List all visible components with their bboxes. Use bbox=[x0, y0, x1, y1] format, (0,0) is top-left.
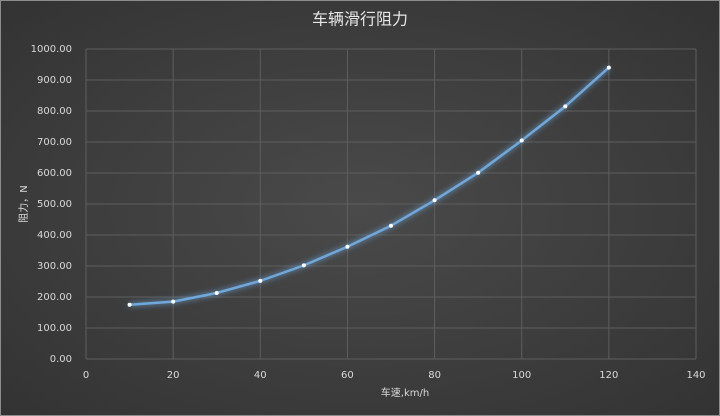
y-tick-label: 100.00 bbox=[37, 323, 72, 334]
y-tick-label: 800.00 bbox=[37, 106, 72, 117]
y-tick-label: 600.00 bbox=[37, 168, 72, 179]
x-axis-label: 车速,km/h bbox=[381, 386, 429, 399]
x-tick-label: 20 bbox=[167, 370, 180, 381]
data-point bbox=[389, 223, 393, 228]
data-point bbox=[476, 170, 481, 175]
y-tick-label: 900.00 bbox=[37, 75, 72, 86]
chart-title: 车辆滑行阻力 bbox=[312, 10, 408, 29]
data-point bbox=[258, 278, 263, 283]
x-tick-label: 100 bbox=[512, 370, 531, 381]
data-point bbox=[214, 290, 219, 295]
x-tick-label: 60 bbox=[341, 370, 354, 381]
y-tick-label: 400.00 bbox=[37, 230, 72, 241]
y-axis-label: 阻力，N bbox=[17, 185, 30, 222]
x-tick-label: 40 bbox=[254, 370, 267, 381]
x-tick-label: 80 bbox=[428, 370, 441, 381]
data-point bbox=[345, 244, 350, 249]
y-tick-label: 1000.00 bbox=[31, 44, 72, 55]
data-line bbox=[129, 66, 610, 306]
data-point bbox=[432, 198, 437, 203]
data-point bbox=[171, 299, 176, 304]
y-tick-label: 700.00 bbox=[37, 137, 72, 148]
x-tick-label: 120 bbox=[599, 370, 618, 381]
data-point bbox=[301, 263, 306, 268]
data-point bbox=[563, 104, 568, 109]
y-tick-label: 300.00 bbox=[37, 261, 72, 272]
x-tick-label: 140 bbox=[686, 370, 705, 381]
data-point bbox=[127, 302, 132, 307]
data-point bbox=[519, 138, 524, 143]
y-tick-label: 500.00 bbox=[37, 199, 72, 210]
y-tick-label: 200.00 bbox=[37, 292, 72, 303]
y-tick-label: 0.00 bbox=[50, 354, 72, 365]
data-point bbox=[606, 65, 611, 70]
x-tick-label: 0 bbox=[83, 370, 89, 381]
